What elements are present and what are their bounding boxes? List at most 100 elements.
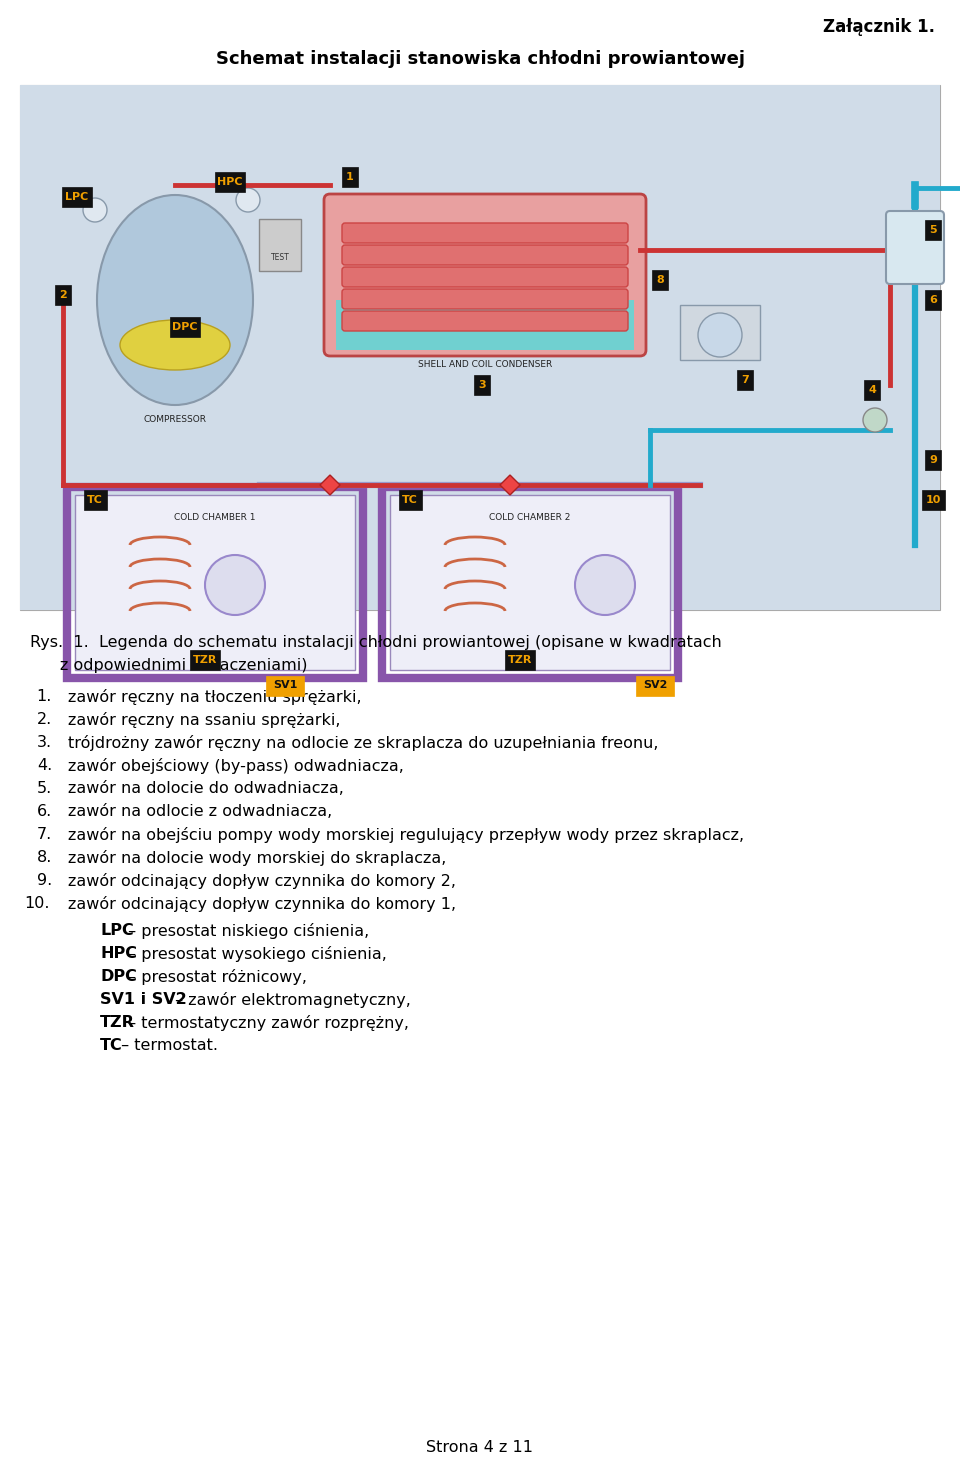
Text: – termostatyczny zawór rozprężny,: – termostatyczny zawór rozprężny,	[124, 1014, 409, 1031]
Bar	[336, 301, 634, 350]
FancyBboxPatch shape	[473, 375, 491, 394]
Text: Rys.  1.  Legenda do schematu instalacji chłodni prowiantowej (opisane w kwadrat: Rys. 1. Legenda do schematu instalacji c…	[30, 635, 722, 649]
FancyBboxPatch shape	[924, 290, 941, 309]
FancyBboxPatch shape	[864, 380, 880, 400]
Text: 9: 9	[929, 454, 937, 465]
Text: TZR: TZR	[193, 655, 217, 666]
FancyBboxPatch shape	[342, 245, 628, 265]
Text: 8.: 8.	[36, 850, 52, 865]
Text: zawór obejściowy (by-pass) odwadniacza,: zawór obejściowy (by-pass) odwadniacza,	[68, 758, 404, 774]
Text: zawór na dolocie wody morskiej do skraplacza,: zawór na dolocie wody morskiej do skrapl…	[68, 850, 446, 866]
Text: SV2: SV2	[643, 680, 667, 690]
Text: 6.: 6.	[36, 803, 52, 819]
FancyBboxPatch shape	[922, 490, 945, 510]
Text: 5: 5	[929, 224, 937, 235]
FancyBboxPatch shape	[924, 220, 941, 240]
Circle shape	[698, 314, 742, 358]
Text: LPC: LPC	[100, 924, 133, 938]
Text: 4.: 4.	[36, 758, 52, 773]
Text: – presostat wysokiego ciśnienia,: – presostat wysokiego ciśnienia,	[124, 946, 387, 962]
FancyBboxPatch shape	[342, 311, 628, 331]
FancyBboxPatch shape	[259, 218, 301, 271]
Text: 4: 4	[868, 386, 876, 394]
Text: SHELL AND COIL CONDENSER: SHELL AND COIL CONDENSER	[418, 361, 552, 369]
Text: zawór odcinający dopływ czynnika do komory 1,: zawór odcinający dopływ czynnika do komo…	[68, 896, 456, 912]
Text: zawór na dolocie do odwadniacza,: zawór na dolocie do odwadniacza,	[68, 781, 344, 796]
Ellipse shape	[97, 195, 253, 405]
Text: TC: TC	[87, 496, 103, 504]
FancyBboxPatch shape	[84, 490, 107, 510]
Text: 3.: 3.	[36, 734, 52, 751]
Text: 1: 1	[347, 172, 354, 182]
Bar	[680, 305, 760, 361]
Text: zawór ręczny na ssaniu sprężarki,: zawór ręczny na ssaniu sprężarki,	[68, 712, 341, 729]
Text: TC: TC	[100, 1038, 123, 1053]
Text: 6: 6	[929, 295, 937, 305]
Text: DPC: DPC	[172, 323, 198, 331]
FancyBboxPatch shape	[505, 649, 535, 670]
Text: – zawór elektromagnetyczny,: – zawór elektromagnetyczny,	[170, 992, 411, 1009]
Text: COLD CHAMBER 1: COLD CHAMBER 1	[175, 513, 255, 522]
Bar	[390, 496, 670, 670]
Polygon shape	[320, 475, 340, 496]
FancyBboxPatch shape	[636, 676, 674, 696]
FancyBboxPatch shape	[652, 270, 668, 290]
Text: z odpowiednimi oznaczeniami): z odpowiednimi oznaczeniami)	[60, 658, 307, 673]
Text: LPC: LPC	[65, 192, 88, 202]
Text: 5.: 5.	[36, 781, 52, 796]
Text: TEST: TEST	[271, 254, 289, 262]
Text: 2: 2	[60, 290, 67, 301]
Text: TZR: TZR	[100, 1014, 134, 1031]
Text: COMPRESSOR: COMPRESSOR	[143, 415, 206, 424]
Text: 2.: 2.	[36, 712, 52, 727]
Ellipse shape	[120, 320, 230, 369]
FancyBboxPatch shape	[924, 450, 941, 471]
Text: SV1: SV1	[273, 680, 298, 690]
Text: zawór ręczny na tłoczeniu sprężarki,: zawór ręczny na tłoczeniu sprężarki,	[68, 689, 362, 705]
Text: zawór odcinający dopływ czynnika do komory 2,: zawór odcinający dopływ czynnika do komo…	[68, 872, 456, 888]
Circle shape	[236, 188, 260, 213]
FancyBboxPatch shape	[266, 676, 304, 696]
Text: SV1 i SV2: SV1 i SV2	[100, 992, 187, 1007]
Text: COLD CHAMBER 2: COLD CHAMBER 2	[490, 513, 570, 522]
Bar	[20, 85, 940, 610]
Text: Strona 4 z 11: Strona 4 z 11	[426, 1440, 534, 1454]
Text: 1.: 1.	[36, 689, 52, 704]
Text: HPC: HPC	[100, 946, 137, 962]
Text: 7.: 7.	[36, 827, 52, 841]
FancyBboxPatch shape	[324, 194, 646, 356]
Text: 7: 7	[741, 375, 749, 386]
FancyBboxPatch shape	[55, 284, 71, 305]
Circle shape	[83, 198, 107, 221]
FancyBboxPatch shape	[170, 317, 200, 337]
Polygon shape	[500, 475, 520, 496]
Text: – presostat różnicowy,: – presostat różnicowy,	[124, 969, 307, 985]
FancyBboxPatch shape	[190, 649, 220, 670]
FancyBboxPatch shape	[398, 490, 421, 510]
FancyBboxPatch shape	[62, 188, 92, 207]
FancyBboxPatch shape	[342, 223, 628, 243]
Circle shape	[863, 408, 887, 432]
Text: TC: TC	[402, 496, 418, 504]
Circle shape	[205, 556, 265, 616]
FancyBboxPatch shape	[736, 369, 754, 390]
Bar	[75, 496, 355, 670]
FancyBboxPatch shape	[886, 211, 944, 284]
Text: DPC: DPC	[100, 969, 137, 984]
FancyBboxPatch shape	[342, 167, 358, 188]
Text: – termostat.: – termostat.	[115, 1038, 218, 1053]
Bar	[20, 85, 940, 610]
Text: zawór na obejściu pompy wody morskiej regulujący przepływ wody przez skraplacz,: zawór na obejściu pompy wody morskiej re…	[68, 827, 744, 843]
Text: 10: 10	[925, 496, 941, 504]
FancyBboxPatch shape	[215, 172, 245, 192]
FancyBboxPatch shape	[342, 267, 628, 287]
Text: Załącznik 1.: Załącznik 1.	[823, 18, 935, 37]
Text: TZR: TZR	[508, 655, 532, 666]
Text: 9.: 9.	[36, 872, 52, 888]
Circle shape	[575, 556, 635, 616]
Text: HPC: HPC	[217, 177, 243, 188]
Text: trójdrożny zawór ręczny na odlocie ze skraplacza do uzupełniania freonu,: trójdrożny zawór ręczny na odlocie ze sk…	[68, 734, 659, 751]
FancyBboxPatch shape	[342, 289, 628, 309]
Text: 8: 8	[656, 276, 664, 284]
Text: – presostat niskiego ciśnienia,: – presostat niskiego ciśnienia,	[124, 924, 370, 940]
